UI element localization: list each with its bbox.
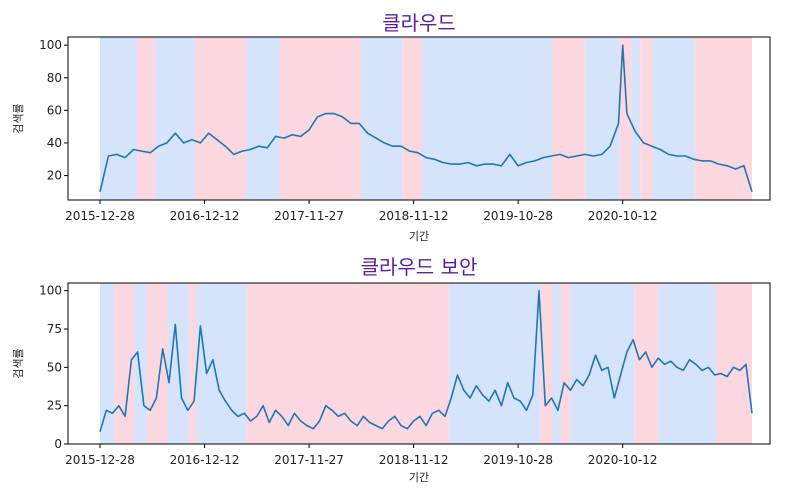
background-band-blue [448,283,541,444]
chart-title: 클라우드 보안 [361,255,478,279]
background-band-blue [631,37,641,200]
x-tick-label: 2016-12-12 [170,453,240,467]
y-tick-label: 0 [54,437,62,451]
x-tick-label: 2019-10-28 [483,209,553,223]
background-band-pink [561,283,571,444]
y-axis-label: 검색률 [12,348,25,378]
background-band-blue [652,37,695,200]
y-axis-label: 검색률 [12,103,25,133]
x-tick-label: 2018-11-12 [379,453,449,467]
x-tick-label: 2017-11-27 [274,209,344,223]
background-band-pink [715,283,752,444]
x-tick-label: 2020-10-12 [588,453,658,467]
background-band-blue [570,283,635,444]
background-band-blue [585,37,620,200]
x-tick-label: 2016-12-12 [170,209,240,223]
y-tick-label: 75 [47,322,62,336]
x-tick-label: 2018-11-12 [379,209,449,223]
background-band-blue [100,283,115,444]
y-tick-label: 100 [39,284,62,298]
background-band-pink [279,37,362,200]
background-band-blue [155,37,195,200]
x-tick-label: 2020-10-12 [588,209,658,223]
background-band-blue [552,283,562,444]
background-band-pink [194,37,247,200]
background-band-blue [246,37,280,200]
series-line [99,44,753,193]
background-band-pink [146,283,168,444]
background-band-pink [552,37,586,200]
x-tick-label: 2015-12-28 [65,453,135,467]
background-band-blue [196,283,247,444]
background-band-pink [188,283,197,444]
background-band-blue [100,37,138,200]
y-tick-label: 60 [47,103,62,117]
x-tick-label: 2015-12-28 [65,209,135,223]
background-band-pink [619,37,632,200]
background-band-blue [134,283,147,444]
y-tick-label: 25 [47,399,62,413]
chart-panel-1: 20 40 60 80 100 2015-12-28 2016-12-12 2017-11-2… [12,11,771,243]
y-tick-label: 100 [39,38,62,52]
background-band-pink [246,283,449,444]
y-tick-label: 80 [47,71,62,85]
x-tick-label: 2019-10-28 [483,453,553,467]
background-band-blue [421,37,553,200]
chart-panel-2: 0 25 50 75 100 2015-12-28 2016-12-12 2017-11-27… [12,255,771,484]
background-band-pink [114,283,135,444]
x-axis-label: 기간 [409,230,429,243]
background-band-pink [137,37,156,200]
y-tick-label: 20 [47,169,62,183]
background-band-pink [640,37,653,200]
background-band-pink [402,37,422,200]
axes-frame [67,282,771,445]
series-line [99,289,753,432]
y-tick-label: 40 [47,136,62,150]
x-tick-label: 2017-11-27 [274,453,344,467]
background-band-pink [694,37,752,200]
background-band-pink [540,283,553,444]
chart-title: 클라우드 [382,11,456,35]
y-tick-label: 50 [47,360,62,374]
x-axis-label: 기간 [409,471,429,484]
axes-frame [67,36,771,201]
background-band-blue [361,37,403,200]
